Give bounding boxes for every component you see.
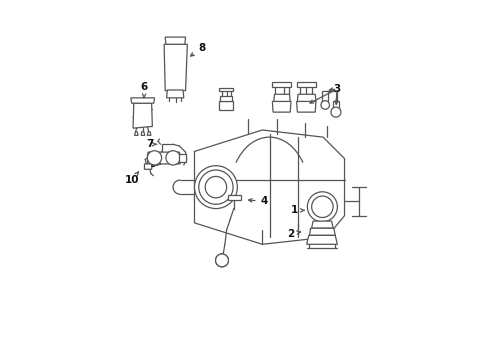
Polygon shape bbox=[133, 103, 152, 128]
Text: 5: 5 bbox=[219, 96, 226, 107]
Text: 9: 9 bbox=[149, 159, 160, 169]
Polygon shape bbox=[147, 152, 180, 164]
Circle shape bbox=[320, 101, 329, 109]
Polygon shape bbox=[144, 164, 152, 169]
Text: 3: 3 bbox=[333, 84, 340, 94]
Polygon shape bbox=[309, 228, 335, 235]
Polygon shape bbox=[141, 132, 144, 135]
Polygon shape bbox=[131, 98, 154, 103]
Circle shape bbox=[205, 176, 226, 198]
Polygon shape bbox=[219, 88, 233, 91]
Text: 4: 4 bbox=[248, 197, 267, 206]
Text: 2: 2 bbox=[287, 229, 300, 239]
Polygon shape bbox=[219, 102, 233, 111]
Polygon shape bbox=[273, 94, 290, 102]
Text: 8: 8 bbox=[190, 43, 205, 56]
Circle shape bbox=[307, 192, 337, 222]
Text: 1: 1 bbox=[290, 205, 304, 215]
Polygon shape bbox=[311, 221, 332, 228]
Circle shape bbox=[165, 151, 180, 165]
Polygon shape bbox=[164, 44, 187, 91]
Polygon shape bbox=[296, 82, 315, 87]
Polygon shape bbox=[322, 91, 327, 102]
Polygon shape bbox=[296, 102, 315, 112]
Polygon shape bbox=[147, 132, 151, 135]
Circle shape bbox=[147, 151, 162, 165]
Polygon shape bbox=[166, 90, 183, 98]
Circle shape bbox=[311, 196, 332, 217]
Text: 6: 6 bbox=[141, 82, 148, 98]
Polygon shape bbox=[272, 102, 290, 112]
Polygon shape bbox=[332, 102, 338, 109]
Polygon shape bbox=[179, 154, 185, 162]
Polygon shape bbox=[306, 235, 337, 244]
Polygon shape bbox=[220, 96, 232, 102]
Polygon shape bbox=[228, 195, 241, 200]
Polygon shape bbox=[165, 37, 185, 44]
Polygon shape bbox=[194, 130, 344, 244]
Circle shape bbox=[330, 107, 340, 117]
Polygon shape bbox=[272, 82, 290, 87]
Text: 7: 7 bbox=[146, 139, 156, 149]
Text: 10: 10 bbox=[124, 172, 139, 185]
Circle shape bbox=[215, 254, 228, 267]
Polygon shape bbox=[134, 132, 138, 135]
Circle shape bbox=[194, 166, 237, 208]
Polygon shape bbox=[297, 94, 315, 102]
